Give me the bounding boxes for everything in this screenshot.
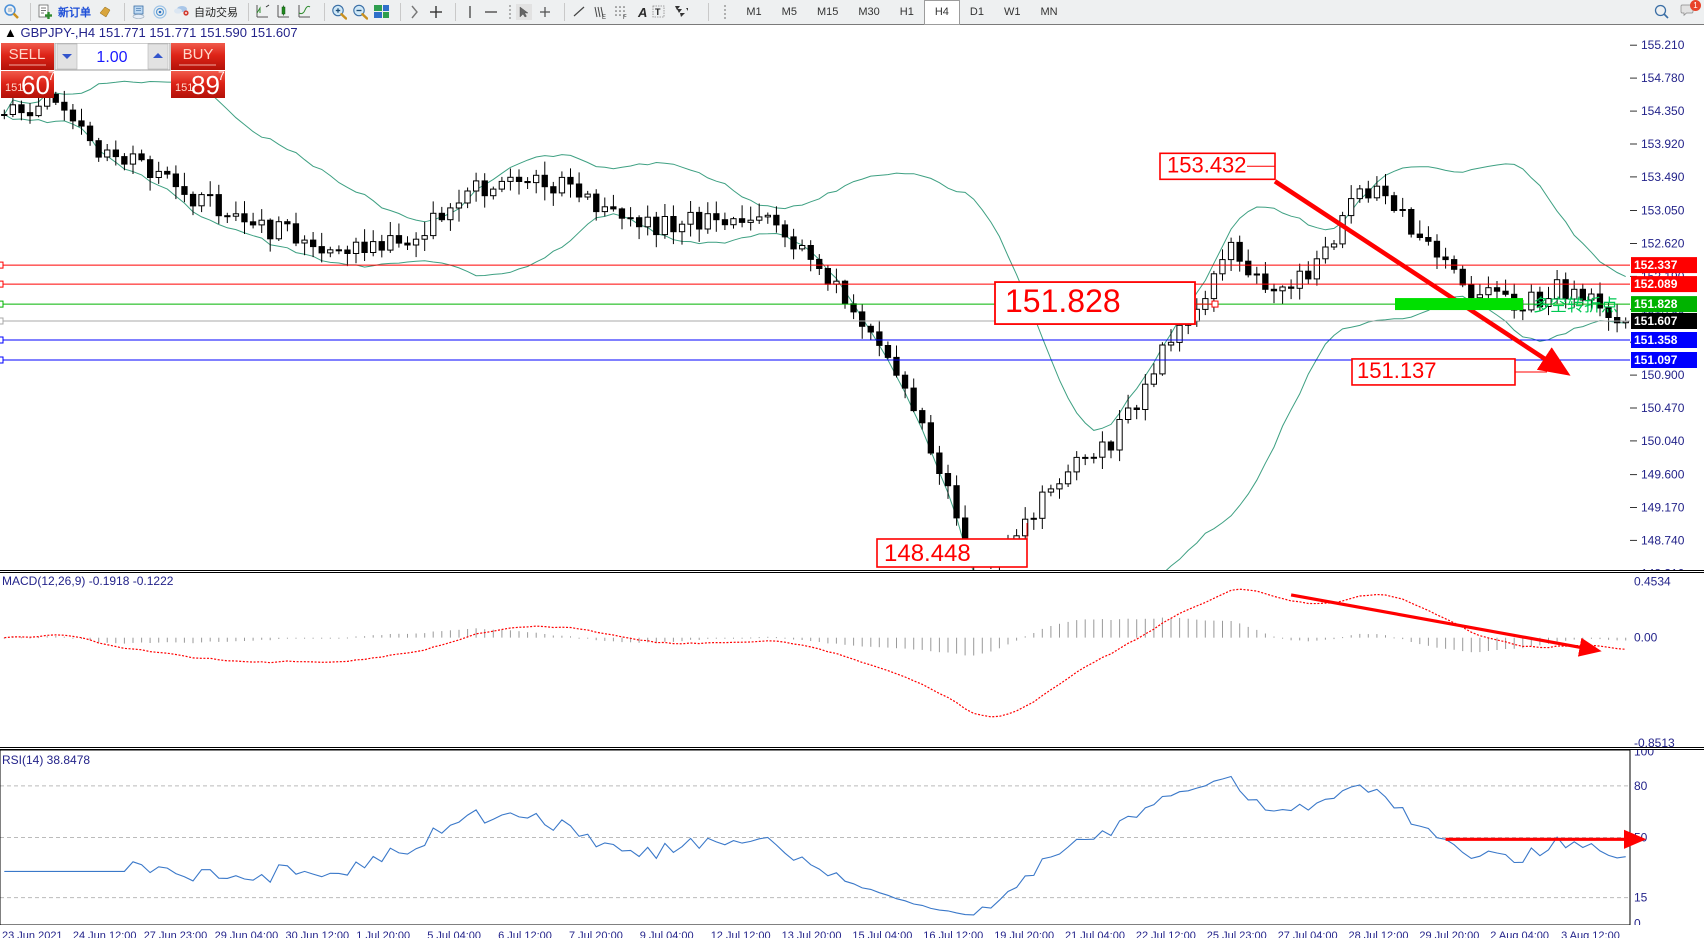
svg-text:148.448: 148.448 bbox=[884, 540, 971, 567]
svg-text:149.170: 149.170 bbox=[1641, 501, 1685, 515]
svg-text:151.828: 151.828 bbox=[1634, 297, 1678, 311]
svg-text:153.490: 153.490 bbox=[1641, 170, 1685, 184]
svg-text:0: 0 bbox=[1634, 916, 1641, 925]
svg-text:151.358: 151.358 bbox=[1634, 333, 1678, 347]
svg-text:BUY: BUY bbox=[183, 46, 214, 63]
svg-text:-0.8513: -0.8513 bbox=[1634, 736, 1675, 750]
svg-text:T: T bbox=[655, 7, 661, 17]
svg-text:151.137: 151.137 bbox=[1357, 358, 1437, 383]
svg-text:150.470: 150.470 bbox=[1641, 401, 1685, 415]
svg-text:80: 80 bbox=[1634, 779, 1648, 793]
svg-text:152.337: 152.337 bbox=[1634, 258, 1678, 272]
svg-text:153.920: 153.920 bbox=[1641, 137, 1685, 151]
svg-text:148.740: 148.740 bbox=[1641, 533, 1685, 547]
svg-text:7: 7 bbox=[48, 69, 55, 83]
svg-text:60: 60 bbox=[21, 70, 50, 98]
svg-text:154.780: 154.780 bbox=[1641, 71, 1685, 85]
svg-text:SELL: SELL bbox=[9, 46, 46, 63]
svg-text:151.828: 151.828 bbox=[1005, 283, 1121, 319]
svg-text:155.210: 155.210 bbox=[1641, 38, 1685, 52]
svg-text:152.089: 152.089 bbox=[1634, 277, 1678, 291]
svg-text:152.620: 152.620 bbox=[1641, 237, 1685, 251]
svg-text:15: 15 bbox=[1634, 891, 1648, 905]
svg-text:0.00: 0.00 bbox=[1634, 631, 1658, 645]
svg-text:MACD(12,26,9) -0.1918 -0.1222: MACD(12,26,9) -0.1918 -0.1222 bbox=[2, 574, 174, 588]
svg-text:151.097: 151.097 bbox=[1634, 353, 1678, 367]
svg-text:149.600: 149.600 bbox=[1641, 468, 1685, 482]
svg-text:151.607: 151.607 bbox=[1634, 314, 1678, 328]
svg-text:100: 100 bbox=[1634, 750, 1654, 759]
svg-text:1.00: 1.00 bbox=[96, 49, 127, 66]
svg-text:0.4534: 0.4534 bbox=[1634, 575, 1671, 589]
svg-text:RSI(14) 38.8478: RSI(14) 38.8478 bbox=[2, 753, 90, 767]
svg-text:154.350: 154.350 bbox=[1641, 104, 1685, 118]
svg-text:150.900: 150.900 bbox=[1641, 368, 1685, 382]
svg-text:E: E bbox=[602, 15, 606, 20]
svg-text:153.050: 153.050 bbox=[1641, 204, 1685, 218]
svg-text:多空转折点: 多空转折点 bbox=[1533, 296, 1618, 315]
svg-text:F: F bbox=[623, 15, 627, 20]
svg-text:153.432: 153.432 bbox=[1167, 152, 1247, 177]
svg-text:50: 50 bbox=[1634, 831, 1648, 845]
svg-text:148.310: 148.310 bbox=[1641, 566, 1685, 570]
svg-text:89: 89 bbox=[191, 70, 220, 98]
svg-text:7: 7 bbox=[218, 69, 225, 83]
svg-text:150.040: 150.040 bbox=[1641, 434, 1685, 448]
